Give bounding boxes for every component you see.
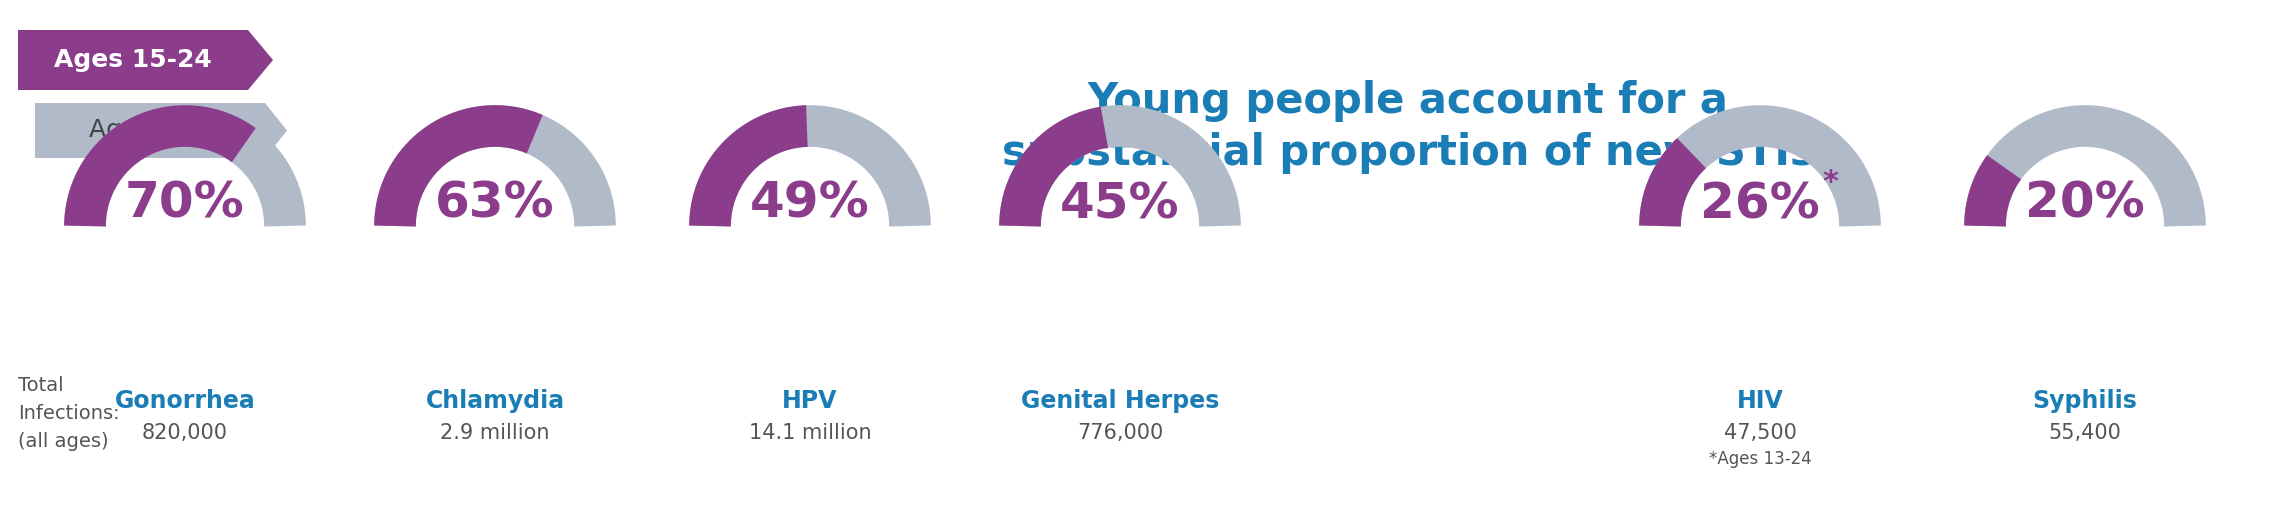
Text: 20%: 20% (2026, 180, 2144, 228)
Text: *Ages 13-24: *Ages 13-24 (1708, 450, 1812, 468)
Text: Ages 15-24: Ages 15-24 (55, 48, 211, 72)
Text: HPV: HPV (781, 389, 838, 413)
Text: HIV: HIV (1737, 389, 1783, 413)
Text: 45%: 45% (1061, 180, 1181, 228)
Text: Chlamydia: Chlamydia (425, 389, 565, 413)
Text: 820,000: 820,000 (143, 423, 227, 443)
Text: Total
Infections:
(all ages): Total Infections: (all ages) (18, 376, 120, 451)
Text: 47,500: 47,500 (1724, 423, 1796, 443)
Text: 70%: 70% (125, 180, 245, 228)
FancyBboxPatch shape (34, 103, 266, 158)
Polygon shape (248, 30, 273, 90)
Text: *: * (1821, 167, 1837, 196)
Text: Young people account for a: Young people account for a (1088, 80, 1728, 122)
Text: substantial proportion of new STIs: substantial proportion of new STIs (1002, 132, 1815, 174)
Text: Genital Herpes: Genital Herpes (1020, 389, 1220, 413)
Text: 2.9 million: 2.9 million (441, 423, 550, 443)
Polygon shape (266, 103, 286, 158)
Text: 49%: 49% (749, 180, 870, 228)
Text: 55,400: 55,400 (2048, 423, 2121, 443)
Text: 63%: 63% (436, 180, 554, 228)
FancyBboxPatch shape (18, 30, 248, 90)
Text: 26%: 26% (1701, 180, 1819, 228)
Text: Syphilis: Syphilis (2033, 389, 2137, 413)
Text: 776,000: 776,000 (1076, 423, 1163, 443)
Text: Ages 25+: Ages 25+ (89, 118, 211, 142)
Text: 14.1 million: 14.1 million (749, 423, 872, 443)
Text: Gonorrhea: Gonorrhea (114, 389, 254, 413)
